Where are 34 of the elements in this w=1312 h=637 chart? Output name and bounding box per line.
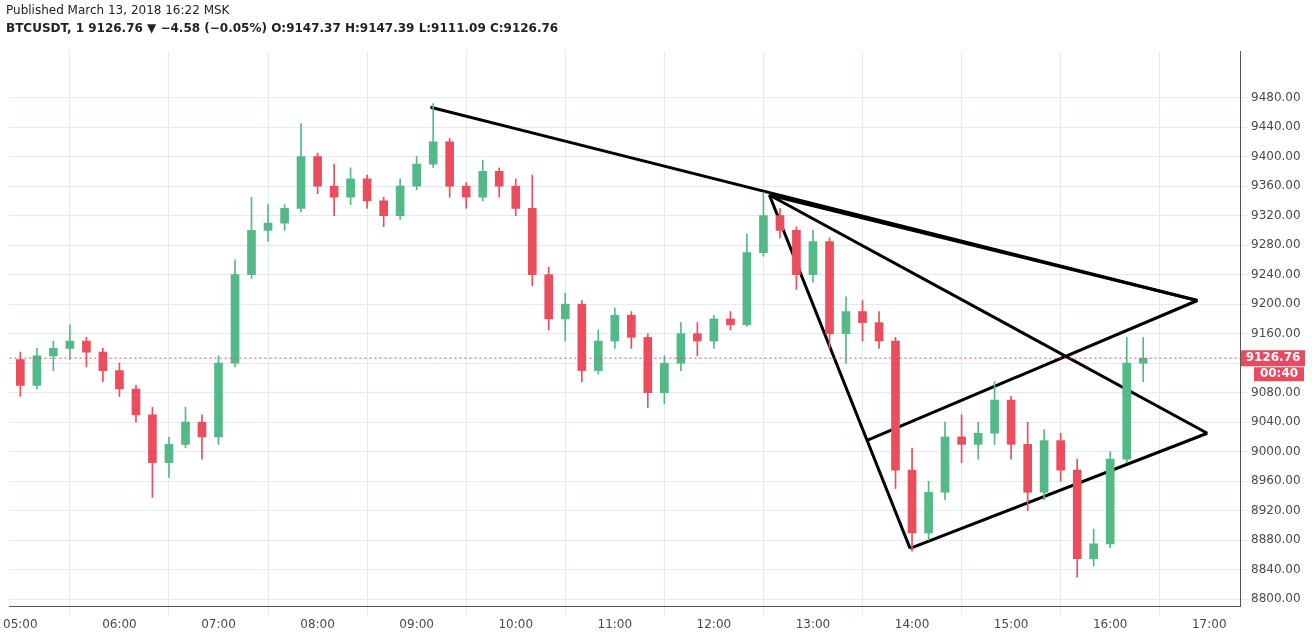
- ref-line-label: 9126.76: [1245, 350, 1301, 365]
- y-tick-label: 9240.00: [1251, 266, 1301, 281]
- x-tick-label: 16:00: [1092, 616, 1128, 631]
- chart-title: Published March 13, 2018 16:22 MSK: [5, 2, 231, 17]
- chart-subtitle: BTCUSDT, 1 9126.76 ▼ −4.58 (−0.05%) O:9147.37 H:9147.39 L:9111.09 C:9126.76: [5, 20, 560, 37]
- y-tick-label: 8960.00: [1251, 473, 1301, 488]
- x-tick-label: 08:00: [300, 616, 335, 631]
- x-tick-label: 17:00: [1191, 616, 1227, 631]
- text: 00:40: [1259, 366, 1299, 381]
- y-tick-label: 9040.00: [1251, 414, 1301, 429]
- y-tick-label: 9360.00: [1251, 178, 1301, 193]
- x-tick-label: 11:00: [597, 616, 633, 631]
- y-tick-label: 9200.00: [1251, 296, 1301, 311]
- y-tick-label: 9440.00: [1251, 119, 1301, 134]
- y-tick-label: 8800.00: [1251, 591, 1301, 606]
- x-tick-label: 10:00: [498, 616, 534, 631]
- y-tick-label: 8840.00: [1251, 561, 1301, 576]
- x-tick-label: 06:00: [102, 616, 137, 631]
- x-tick-label: 12:00: [696, 616, 732, 631]
- x-tick-label: 13:00: [795, 616, 831, 631]
- y-tick-label: 9280.00: [1251, 237, 1301, 252]
- y-tick-label: 9400.00: [1251, 148, 1301, 163]
- x-tick-label: 14:00: [894, 616, 930, 631]
- y-tick-label: 9480.00: [1251, 89, 1301, 104]
- y-tick-label: 9160.00: [1251, 325, 1301, 340]
- x-tick-label: 15:00: [993, 616, 1029, 631]
- y-tick-label: 9080.00: [1251, 384, 1301, 399]
- y-tick-label: 8920.00: [1251, 502, 1301, 517]
- x-tick-label: 09:00: [399, 616, 434, 631]
- x-tick-label: 07:00: [201, 616, 236, 631]
- y-tick-label: 9320.00: [1251, 207, 1301, 222]
- x-tick-label: 05:00: [3, 616, 38, 631]
- y-tick-label: 9000.00: [1251, 443, 1301, 458]
- y-tick-label: 8880.00: [1251, 532, 1301, 547]
